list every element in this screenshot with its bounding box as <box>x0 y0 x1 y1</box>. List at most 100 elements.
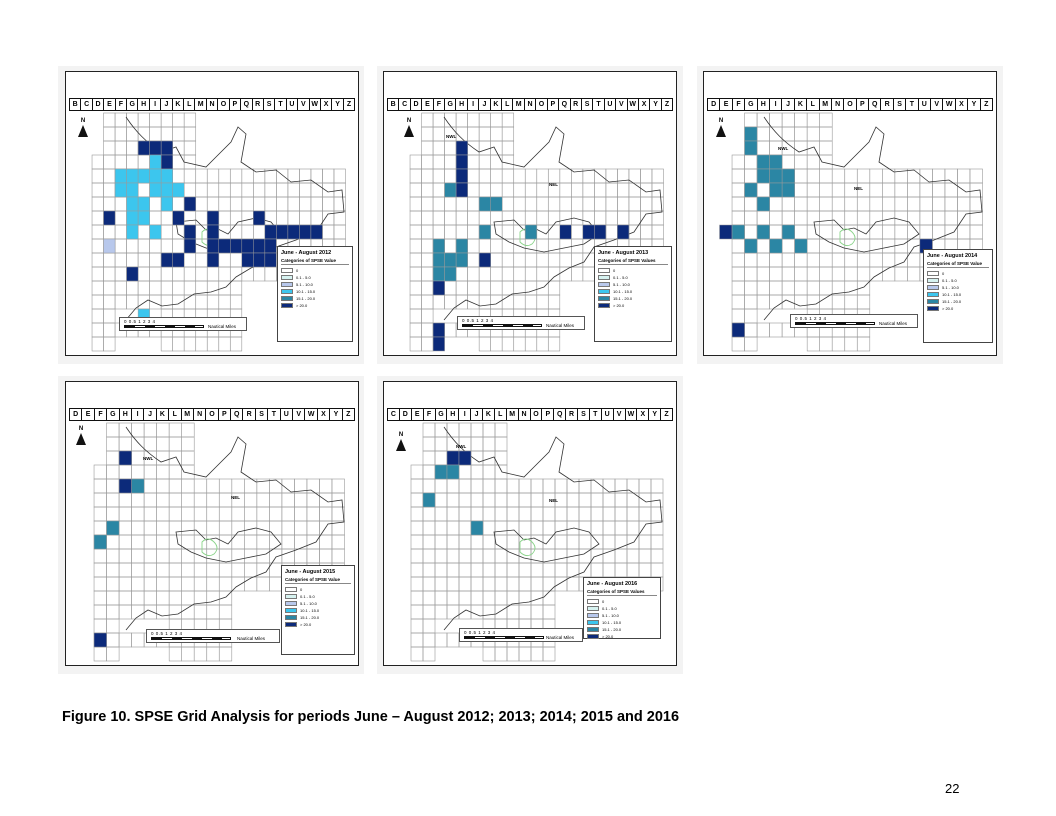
grid-cell-empty <box>421 336 434 352</box>
grid-cell-empty <box>518 520 532 536</box>
legend-label: 10.1 - 15.0 <box>613 289 633 294</box>
grid-cell-p-9 <box>230 238 243 254</box>
grid-cell-empty <box>421 168 434 184</box>
grid-cell-j-3 <box>160 154 173 170</box>
grid-cell-empty <box>143 422 157 438</box>
grid-cell-f-15 <box>432 322 445 338</box>
grid-cell-empty <box>103 182 116 198</box>
legend-label: > 20.0 <box>613 303 625 308</box>
grid-cell-empty <box>114 224 127 240</box>
grid-cell-l-9 <box>183 238 196 254</box>
grid-cell-empty <box>93 520 107 536</box>
grid-cell-empty <box>218 506 233 522</box>
grid-cell-empty <box>137 252 150 268</box>
column-label-d: D <box>93 99 105 110</box>
grid-cell-empty <box>731 252 745 268</box>
grid-cell-empty <box>432 140 445 156</box>
grid-cell-empty <box>409 168 422 184</box>
column-label-v: V <box>298 99 310 110</box>
grid-cell-empty <box>229 196 243 212</box>
grid-cell-empty <box>602 548 616 564</box>
grid-cell-empty <box>467 210 480 226</box>
legend-item: 0.1 - 5.0 <box>587 605 657 612</box>
grid-cell-empty <box>756 266 770 282</box>
grid-cell-empty <box>264 266 277 282</box>
grid-cell-empty <box>269 478 283 494</box>
grid-cell-empty <box>478 280 491 296</box>
grid-cell-empty <box>143 506 157 522</box>
grid-cell-empty <box>93 604 107 620</box>
scale-unit: Nautical Miles <box>546 635 575 640</box>
grid-cell-empty <box>206 590 220 606</box>
grid-cell-empty <box>294 534 308 550</box>
grid-cell-empty <box>103 308 116 324</box>
grid-cell-empty <box>744 336 758 352</box>
grid-cell-empty <box>478 154 491 170</box>
grid-cell-empty <box>143 590 157 606</box>
grid-cell-empty <box>530 520 544 536</box>
grid-cell-empty <box>494 604 508 620</box>
grid-cell-empty <box>193 604 208 620</box>
grid-cell-empty <box>281 506 295 522</box>
grid-cell-empty <box>467 126 480 142</box>
legend-label: 0.1 - 5.0 <box>942 278 957 283</box>
grid-cell-empty <box>137 224 150 240</box>
grid-cell-j-4 <box>160 168 173 184</box>
grid-cell-empty <box>421 280 434 296</box>
grid-cell-empty <box>183 154 197 170</box>
grid-cell-empty <box>467 294 480 310</box>
grid-cell-h-7 <box>137 210 150 226</box>
grid-cell-empty <box>470 576 484 592</box>
grid-cell-empty <box>744 294 758 310</box>
grid-cell-empty <box>446 478 460 494</box>
grid-cell-i-2 <box>149 140 162 156</box>
grid-cell-empty <box>571 224 584 240</box>
grid-cell-empty <box>869 238 883 254</box>
grid-cell-empty <box>769 322 783 338</box>
grid-cell-empty <box>172 140 185 156</box>
grid-cell-empty <box>137 280 150 296</box>
grid-cell-empty <box>206 576 220 592</box>
grid-cell-empty <box>506 562 520 578</box>
grid-cell-empty <box>744 280 758 296</box>
grid-cell-empty <box>422 548 436 564</box>
grid-cell-empty <box>264 210 277 226</box>
legend-subtitle: Categories of SPSE Values <box>598 257 668 265</box>
grid-cell-empty <box>93 478 107 494</box>
grid-cell-empty <box>432 210 445 226</box>
grid-cell-h-6 <box>137 196 150 212</box>
grid-cell-empty <box>168 646 182 662</box>
grid-cell-empty <box>907 182 921 198</box>
legend-swatch <box>927 299 939 304</box>
column-label-m: M <box>820 99 832 110</box>
grid-cell-empty <box>410 548 424 564</box>
grid-cell-empty <box>819 112 833 128</box>
grid-cell-empty <box>149 294 162 310</box>
grid-cell-empty <box>590 520 604 536</box>
grid-cell-empty <box>126 238 139 254</box>
column-label-h: H <box>456 99 468 110</box>
grid-cell-empty <box>547 168 561 184</box>
grid-cell-empty <box>422 576 436 592</box>
grid-cell-g-3 <box>434 464 448 480</box>
grid-cell-empty <box>195 168 208 184</box>
grid-cell-empty <box>322 168 335 184</box>
grid-cell-empty <box>819 238 833 254</box>
grid-cell-empty <box>193 646 208 662</box>
column-label-s: S <box>582 99 594 110</box>
grid-cell-empty <box>281 492 295 508</box>
grid-cell-empty <box>478 126 491 142</box>
grid-cell-empty <box>143 436 157 452</box>
grid-cell-empty <box>919 224 933 240</box>
legend-swatch <box>281 275 293 280</box>
legend-swatch <box>927 271 939 276</box>
grid-cell-empty <box>594 182 607 198</box>
grid-cell-empty <box>218 520 233 536</box>
grid-cell-empty <box>518 492 532 508</box>
grid-cell-l-6 <box>183 196 196 212</box>
grid-cell-empty <box>106 534 120 550</box>
grid-cell-g-1 <box>744 126 758 142</box>
grid-cell-q-10 <box>241 252 254 268</box>
grid-cell-empty <box>932 196 946 212</box>
grid-cell-empty <box>559 196 572 212</box>
